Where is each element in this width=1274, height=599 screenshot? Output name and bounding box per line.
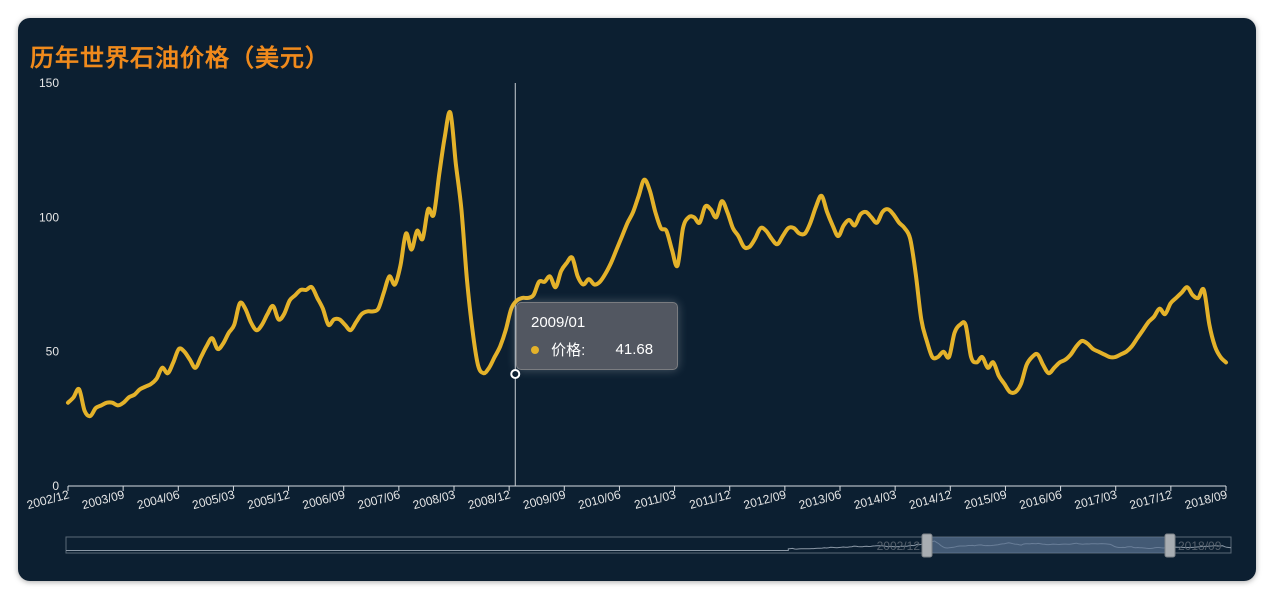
y-tick-label: 0 bbox=[52, 479, 59, 493]
x-tick-label: 2012/09 bbox=[742, 487, 788, 512]
y-tick-label: 150 bbox=[39, 76, 59, 90]
tooltip-value: 41.68 bbox=[615, 341, 654, 358]
x-tick-label: 2013/06 bbox=[797, 487, 843, 512]
slider-start-label: 2002/12 bbox=[877, 539, 921, 553]
x-tick-label: 2008/03 bbox=[411, 487, 457, 512]
x-tick-label: 2011/03 bbox=[633, 487, 678, 512]
tooltip-label: 价格: bbox=[551, 342, 586, 359]
x-tick-label: 2007/06 bbox=[356, 487, 402, 512]
x-tick-label: 2002/12 bbox=[25, 487, 71, 512]
x-tick-label: 2017/12 bbox=[1128, 487, 1174, 512]
x-tick-label: 2004/06 bbox=[136, 487, 182, 512]
tooltip: 2009/01 价格: 41.68 bbox=[516, 302, 678, 370]
y-axis: 0 50 100 150 bbox=[39, 76, 59, 493]
slider-track bbox=[65, 536, 1232, 554]
tooltip-date: 2009/01 bbox=[531, 314, 586, 331]
datazoom-slider[interactable]: 2002/12 2018/09 bbox=[65, 533, 1232, 558]
x-tick-label: 2008/12 bbox=[466, 487, 512, 512]
chart-card: 历年世界石油价格（美元） 0 50 100 150 2002/12 2003/09 200… bbox=[18, 18, 1256, 581]
x-tick-label: 2009/09 bbox=[522, 487, 568, 512]
x-tick-label: 2014/03 bbox=[852, 487, 898, 512]
x-tick-label: 2011/12 bbox=[688, 487, 733, 512]
x-tick-label: 2010/06 bbox=[577, 487, 623, 512]
slider-end-label: 2018/09 bbox=[1178, 539, 1222, 553]
slider-handle-right[interactable] bbox=[1164, 533, 1176, 558]
x-tick-label: 2018/09 bbox=[1183, 487, 1229, 512]
y-tick-label: 100 bbox=[39, 210, 59, 224]
x-tick-label: 2006/09 bbox=[301, 487, 347, 512]
highlight-point[interactable] bbox=[510, 369, 521, 380]
x-tick-label: 2003/09 bbox=[80, 487, 126, 512]
x-tick-label: 2005/03 bbox=[191, 487, 237, 512]
x-tick-label: 2005/12 bbox=[246, 487, 292, 512]
tooltip-series-marker bbox=[531, 345, 539, 354]
x-tick-label: 2015/09 bbox=[963, 487, 1009, 512]
x-tick-label: 2014/12 bbox=[908, 487, 954, 512]
slider-selected-range[interactable] bbox=[927, 537, 1170, 553]
y-tick-label: 50 bbox=[46, 345, 60, 359]
x-axis: 2002/12 2003/09 2004/06 2005/03 2005/12 2006/… bbox=[25, 485, 1229, 512]
tooltip-row: 价格: 41.68 bbox=[531, 339, 653, 360]
x-tick-label: 2016/06 bbox=[1018, 487, 1064, 512]
slider-handle-left[interactable] bbox=[921, 533, 933, 558]
x-tick-label: 2017/03 bbox=[1073, 487, 1119, 512]
chart-title: 历年世界石油价格（美元） bbox=[30, 44, 330, 72]
series-line-price[interactable] bbox=[66, 109, 1228, 419]
